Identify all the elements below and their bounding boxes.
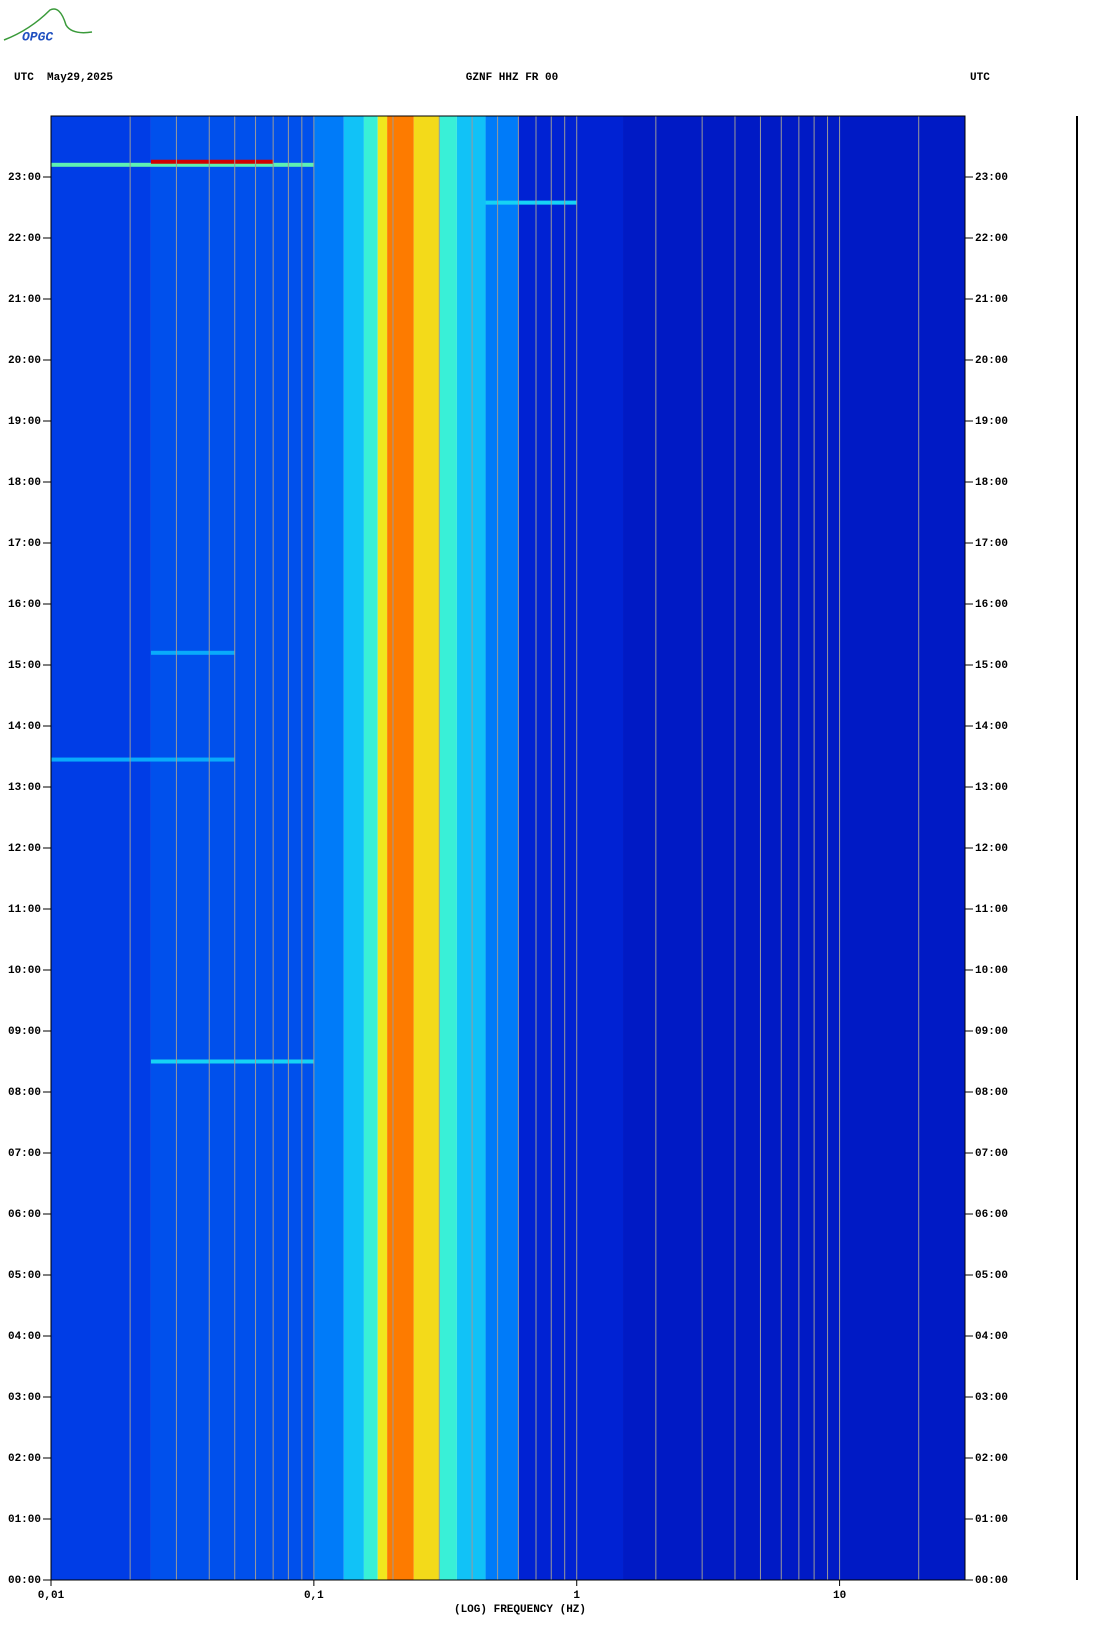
y-tick-label: 23:00 [8, 172, 41, 184]
y-tick-label: 02:00 [975, 1453, 1008, 1465]
y-tick-label: 17:00 [975, 538, 1008, 550]
y-tick-label: 15:00 [975, 660, 1008, 672]
x-tick-label: 0,1 [304, 1590, 324, 1602]
spectrogram-band [623, 116, 965, 1580]
spectrogram-band [363, 116, 378, 1580]
y-tick-label: 03:00 [8, 1392, 41, 1404]
y-tick-label: 13:00 [8, 782, 41, 794]
y-tick-label: 23:00 [975, 172, 1008, 184]
y-tick-label: 10:00 [8, 965, 41, 977]
spectrogram-band [313, 116, 344, 1580]
y-tick-label: 09:00 [975, 1026, 1008, 1038]
y-tick-label: 22:00 [8, 233, 41, 245]
y-tick-label: 14:00 [8, 721, 41, 733]
y-tick-label: 20:00 [8, 355, 41, 367]
y-tick-label: 18:00 [975, 477, 1008, 489]
y-tick-label: 15:00 [8, 660, 41, 672]
y-tick-label: 00:00 [975, 1575, 1008, 1587]
right-label: UTC [970, 72, 990, 84]
y-tick-label: 18:00 [8, 477, 41, 489]
y-tick-label: 05:00 [8, 1270, 41, 1282]
y-tick-label: 08:00 [975, 1087, 1008, 1099]
event-line [51, 162, 314, 167]
y-tick-label: 21:00 [8, 294, 41, 306]
x-tick-label: 1 [573, 1590, 580, 1602]
y-tick-label: 02:00 [8, 1453, 41, 1465]
chart-title: GZNF HHZ FR 00 [466, 72, 558, 84]
spectrogram-band [343, 116, 364, 1580]
y-tick-label: 20:00 [975, 355, 1008, 367]
spectrogram-band [377, 116, 388, 1580]
logo-mark [3, 8, 93, 41]
y-tick-label: 04:00 [975, 1331, 1008, 1343]
x-axis-label: (LOG) FREQUENCY (HZ) [454, 1604, 586, 1616]
y-tick-label: 11:00 [8, 904, 41, 916]
spectrogram-band [387, 116, 414, 1580]
spectrogram-band [456, 116, 486, 1580]
event-line [150, 159, 274, 164]
y-tick-label: 08:00 [8, 1087, 41, 1099]
spectrogram-band [150, 116, 314, 1580]
y-tick-label: 12:00 [8, 843, 41, 855]
y-tick-label: 19:00 [975, 416, 1008, 428]
event-line [150, 1059, 314, 1064]
y-tick-label: 04:00 [8, 1331, 41, 1343]
event-line [51, 757, 235, 762]
y-tick-label: 05:00 [975, 1270, 1008, 1282]
y-tick-label: 14:00 [975, 721, 1008, 733]
y-tick-label: 01:00 [975, 1514, 1008, 1526]
y-tick-label: 17:00 [8, 538, 41, 550]
spectrogram-band [485, 116, 519, 1580]
left-label: UTC May29,2025 [14, 72, 113, 84]
y-tick-label: 07:00 [8, 1148, 41, 1160]
event-line [150, 650, 235, 655]
x-tick-label: 10 [833, 1590, 846, 1602]
y-tick-label: 13:00 [975, 782, 1008, 794]
y-tick-label: 16:00 [8, 599, 41, 611]
y-tick-label: 10:00 [975, 965, 1008, 977]
y-tick-label: 21:00 [975, 294, 1008, 306]
spectrogram-band [518, 116, 624, 1580]
y-tick-label: 06:00 [8, 1209, 41, 1221]
y-tick-label: 03:00 [975, 1392, 1008, 1404]
event-line [485, 200, 577, 205]
y-tick-label: 06:00 [975, 1209, 1008, 1221]
y-tick-label: 00:00 [8, 1575, 41, 1587]
y-tick-label: 12:00 [975, 843, 1008, 855]
spectrogram-band [51, 116, 151, 1580]
y-tick-label: 01:00 [8, 1514, 41, 1526]
logo: OPGC [22, 29, 53, 44]
y-tick-label: 07:00 [975, 1148, 1008, 1160]
spectrogram-band [439, 116, 457, 1580]
y-tick-label: 09:00 [8, 1026, 41, 1038]
y-tick-label: 19:00 [8, 416, 41, 428]
spectrogram-band [413, 116, 440, 1580]
y-tick-label: 16:00 [975, 599, 1008, 611]
x-tick-label: 0,01 [38, 1590, 65, 1602]
y-tick-label: 22:00 [975, 233, 1008, 245]
y-tick-label: 11:00 [975, 904, 1008, 916]
